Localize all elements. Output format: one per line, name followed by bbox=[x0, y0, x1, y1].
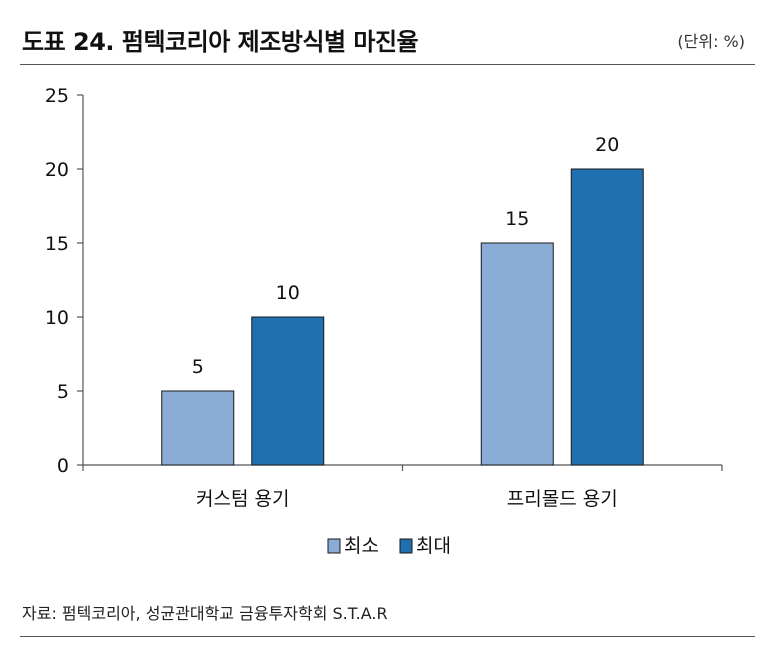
data-label-1-1: 20 bbox=[595, 134, 619, 156]
data-label-0-1: 15 bbox=[505, 208, 529, 230]
data-label-0-0: 5 bbox=[192, 356, 204, 378]
bar-최대-0 bbox=[251, 316, 325, 466]
category-label-1: 프리몰드 용기 bbox=[507, 488, 618, 510]
y-tick-label-3: 15 bbox=[45, 233, 69, 255]
y-tick-label-4: 20 bbox=[45, 159, 69, 181]
category-label-0: 커스텀 용기 bbox=[196, 488, 289, 510]
chart-bars bbox=[161, 168, 644, 466]
unit-label: (단위: %) bbox=[677, 32, 745, 51]
top-divider bbox=[20, 64, 755, 65]
y-tick-label-2: 10 bbox=[45, 307, 69, 329]
chart-title: 도표 24. 펌텍코리아 제조방식별 마진율 bbox=[22, 28, 419, 56]
bar-최소-0 bbox=[161, 390, 235, 466]
bar-최소-1 bbox=[480, 242, 554, 466]
data-label-1-0: 10 bbox=[276, 282, 300, 304]
y-tick-label-1: 5 bbox=[57, 381, 69, 403]
source-note: 자료: 펌텍코리아, 성균관대학교 금융투자학회 S.T.A.R bbox=[22, 604, 388, 623]
legend-label-1: 최대 bbox=[416, 535, 451, 557]
chart-legend: 최소 최대 bbox=[327, 535, 451, 557]
chart-axes: 0 5 10 15 20 25 bbox=[45, 85, 723, 477]
legend-label-0: 최소 bbox=[344, 535, 379, 557]
legend-swatch-0 bbox=[327, 538, 341, 554]
y-tick-label-5: 25 bbox=[45, 85, 69, 107]
legend-swatch-1 bbox=[399, 538, 413, 554]
bottom-divider bbox=[20, 636, 755, 637]
chart-labels: 5 10 커스텀 용기 15 20 프리몰드 용기 bbox=[192, 134, 620, 510]
bar-최대-1 bbox=[570, 168, 644, 466]
y-tick-label-0: 0 bbox=[57, 455, 69, 477]
bar-chart: 0 5 10 15 20 25 5 10 커스텀 용기 15 20 프리몰드 용기 최소 최대 bbox=[45, 85, 723, 557]
